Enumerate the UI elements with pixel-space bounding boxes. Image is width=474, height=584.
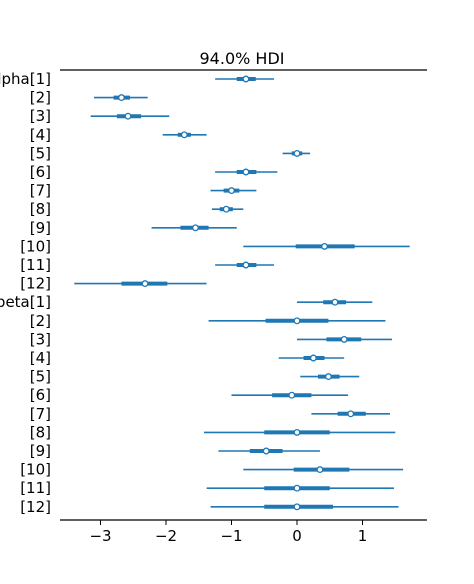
forest-row: [12] — [20, 275, 207, 293]
row-label: [3] — [30, 330, 51, 348]
median-point — [262, 447, 270, 455]
forest-row: [2] — [30, 312, 386, 330]
row-label: [2] — [30, 89, 51, 107]
forest-row: [12] — [20, 498, 399, 516]
forest-rows: alpha[1][2][3][4][5][6][7][8][9][10][11]… — [0, 70, 410, 516]
row-label: [12] — [20, 275, 51, 293]
median-point — [180, 131, 188, 139]
forest-row: [7] — [30, 182, 257, 200]
forest-row: [4] — [30, 126, 207, 144]
row-label: [7] — [30, 182, 51, 200]
row-label: alpha[1] — [0, 70, 51, 88]
forest-row: alpha[1] — [0, 70, 275, 88]
row-label: [12] — [20, 498, 51, 516]
median-point — [124, 112, 132, 120]
forest-row: [8] — [30, 423, 396, 441]
forest-row: [4] — [30, 349, 345, 367]
row-label: [4] — [30, 126, 51, 144]
median-point — [316, 466, 324, 474]
x-tick-label: −3 — [89, 527, 111, 545]
row-label: beta[1] — [0, 293, 51, 311]
row-label: [10] — [20, 461, 51, 479]
forest-row: beta[1] — [0, 293, 373, 311]
x-axis-ticks: −3 −2 −1 0 1 — [89, 520, 367, 545]
forest-row: [9] — [30, 219, 237, 237]
forest-row: [6] — [30, 386, 349, 404]
forest-row: [8] — [30, 200, 244, 218]
forest-row: [10] — [20, 237, 410, 255]
median-point — [293, 503, 301, 511]
median-point — [141, 280, 149, 288]
forest-row: [3] — [30, 330, 392, 348]
median-point — [242, 75, 250, 83]
row-label: [3] — [30, 107, 51, 125]
row-label: [5] — [30, 144, 51, 162]
median-point — [293, 484, 301, 492]
forest-row: [11] — [20, 479, 394, 497]
median-point — [293, 149, 301, 157]
forest-row: [5] — [30, 144, 311, 162]
forest-row: [5] — [30, 368, 360, 386]
median-point — [242, 261, 250, 269]
median-point — [228, 187, 235, 195]
row-label: [6] — [30, 386, 51, 404]
median-point — [288, 391, 296, 399]
row-label: [9] — [30, 219, 51, 237]
row-label: [6] — [30, 163, 51, 181]
forest-row: [11] — [20, 256, 275, 274]
x-tick-label: 1 — [358, 527, 368, 545]
row-label: [11] — [20, 256, 51, 274]
row-label: [2] — [30, 312, 51, 330]
row-label: [7] — [30, 405, 51, 423]
forest-row: [9] — [30, 442, 320, 460]
x-tick-label: −2 — [155, 527, 177, 545]
x-tick-label: −1 — [220, 527, 242, 545]
median-point — [347, 410, 355, 418]
median-point — [331, 298, 339, 306]
row-label: [11] — [20, 479, 51, 497]
median-point — [321, 242, 328, 250]
forest-row: [3] — [30, 107, 170, 125]
row-label: [8] — [30, 200, 51, 218]
x-tick-label: 0 — [292, 527, 302, 545]
median-point — [324, 373, 332, 381]
forest-row: [2] — [30, 89, 148, 107]
median-point — [293, 428, 301, 436]
row-label: [8] — [30, 423, 51, 441]
median-point — [309, 354, 317, 362]
median-point — [242, 168, 250, 176]
median-point — [192, 224, 199, 232]
median-point — [293, 317, 301, 325]
forest-row: [6] — [30, 163, 278, 181]
row-label: [9] — [30, 442, 51, 460]
row-label: [4] — [30, 349, 51, 367]
row-label: [10] — [20, 237, 51, 255]
median-point — [340, 335, 348, 343]
forest-row: [7] — [30, 405, 391, 423]
median-point — [222, 205, 230, 213]
forest-row: [10] — [20, 461, 404, 479]
chart-title: 94.0% HDI — [200, 49, 285, 68]
row-label: [5] — [30, 368, 51, 386]
median-point — [118, 94, 125, 102]
